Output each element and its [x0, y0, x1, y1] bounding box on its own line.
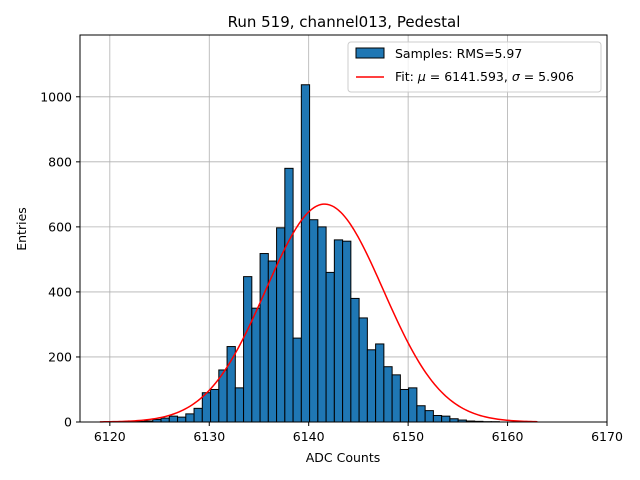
y-tick-label: 400: [48, 284, 72, 299]
x-axis-ticks: 6120 6130 6140 6150 6160 6170: [94, 422, 623, 444]
x-tick-label: 6150: [392, 429, 424, 444]
histogram-bar: [177, 416, 187, 423]
x-tick-label: 6120: [94, 429, 126, 444]
legend-fit-sigma-value: = 5.906: [520, 69, 574, 84]
histogram-bar: [416, 405, 426, 423]
histogram-bar: [243, 276, 253, 423]
y-axis-label: Entries: [14, 207, 29, 251]
histogram-bar: [292, 337, 302, 423]
x-axis-label: ADC Counts: [306, 450, 381, 465]
legend: Samples: RMS=5.97 Fit: μ = 6141.593, σ =…: [347, 41, 602, 93]
histogram-bar: [210, 388, 220, 423]
y-tick-label: 200: [48, 349, 72, 364]
histogram-bar: [441, 415, 451, 423]
histogram-bar: [226, 346, 236, 423]
histogram-bar: [358, 317, 368, 423]
x-tick-label: 6160: [492, 429, 524, 444]
histogram-bar: [259, 253, 269, 423]
legend-fit-prefix: Fit:: [395, 69, 418, 84]
histogram-bar: [251, 307, 261, 423]
y-tick-label: 1000: [40, 89, 72, 104]
histogram-bar: [399, 388, 410, 423]
legend-fit-sigma-symbol: σ: [512, 69, 521, 84]
histogram-bar: [193, 407, 203, 423]
histogram-bar: [234, 387, 245, 423]
gaussian-fit-curve: [99, 203, 538, 423]
legend-box: [347, 41, 602, 93]
histogram-bar: [432, 414, 443, 423]
histogram-bar: [350, 297, 360, 423]
x-tick-label: 6130: [193, 429, 225, 444]
histogram-bar: [375, 343, 385, 423]
histogram-bar: [168, 415, 179, 423]
plot-frame: [79, 34, 608, 423]
histogram-bars: [119, 84, 500, 423]
histogram-bar: [267, 260, 278, 423]
histogram-bar: [333, 239, 344, 423]
y-tick-label: 600: [48, 219, 72, 234]
histogram-bar: [408, 387, 418, 423]
chart-title: Run 519, channel013, Pedestal: [228, 13, 461, 31]
histogram-bar: [185, 413, 195, 423]
x-tick-label: 6170: [591, 429, 623, 444]
x-tick-label: 6140: [293, 429, 325, 444]
histogram-bar: [383, 366, 393, 423]
legend-fit-mu-value: = 6141.593,: [426, 69, 512, 84]
legend-fit-mu-symbol: μ: [417, 69, 426, 84]
y-tick-label: 0: [64, 415, 72, 430]
histogram-bar: [342, 240, 352, 423]
legend-fit-label: Fit: μ = 6141.593, σ = 5.906: [395, 69, 574, 84]
y-tick-label: 800: [48, 154, 72, 169]
histogram-bar: [391, 374, 401, 423]
y-axis-ticks: 0 200 400 600 800 1000: [40, 89, 80, 430]
histogram-bar: [160, 417, 170, 423]
histogram-bar: [325, 271, 335, 423]
histogram-bar: [201, 392, 212, 423]
histogram-bar: [317, 226, 327, 423]
histogram-bar: [424, 410, 434, 423]
histogram-bar: [300, 84, 311, 423]
legend-histogram-swatch: [355, 47, 385, 59]
histogram-bar: [366, 349, 377, 423]
histogram-bar: [309, 219, 319, 423]
legend-histogram-label: Samples: RMS=5.97: [395, 46, 522, 61]
histogram-bar: [284, 167, 294, 423]
